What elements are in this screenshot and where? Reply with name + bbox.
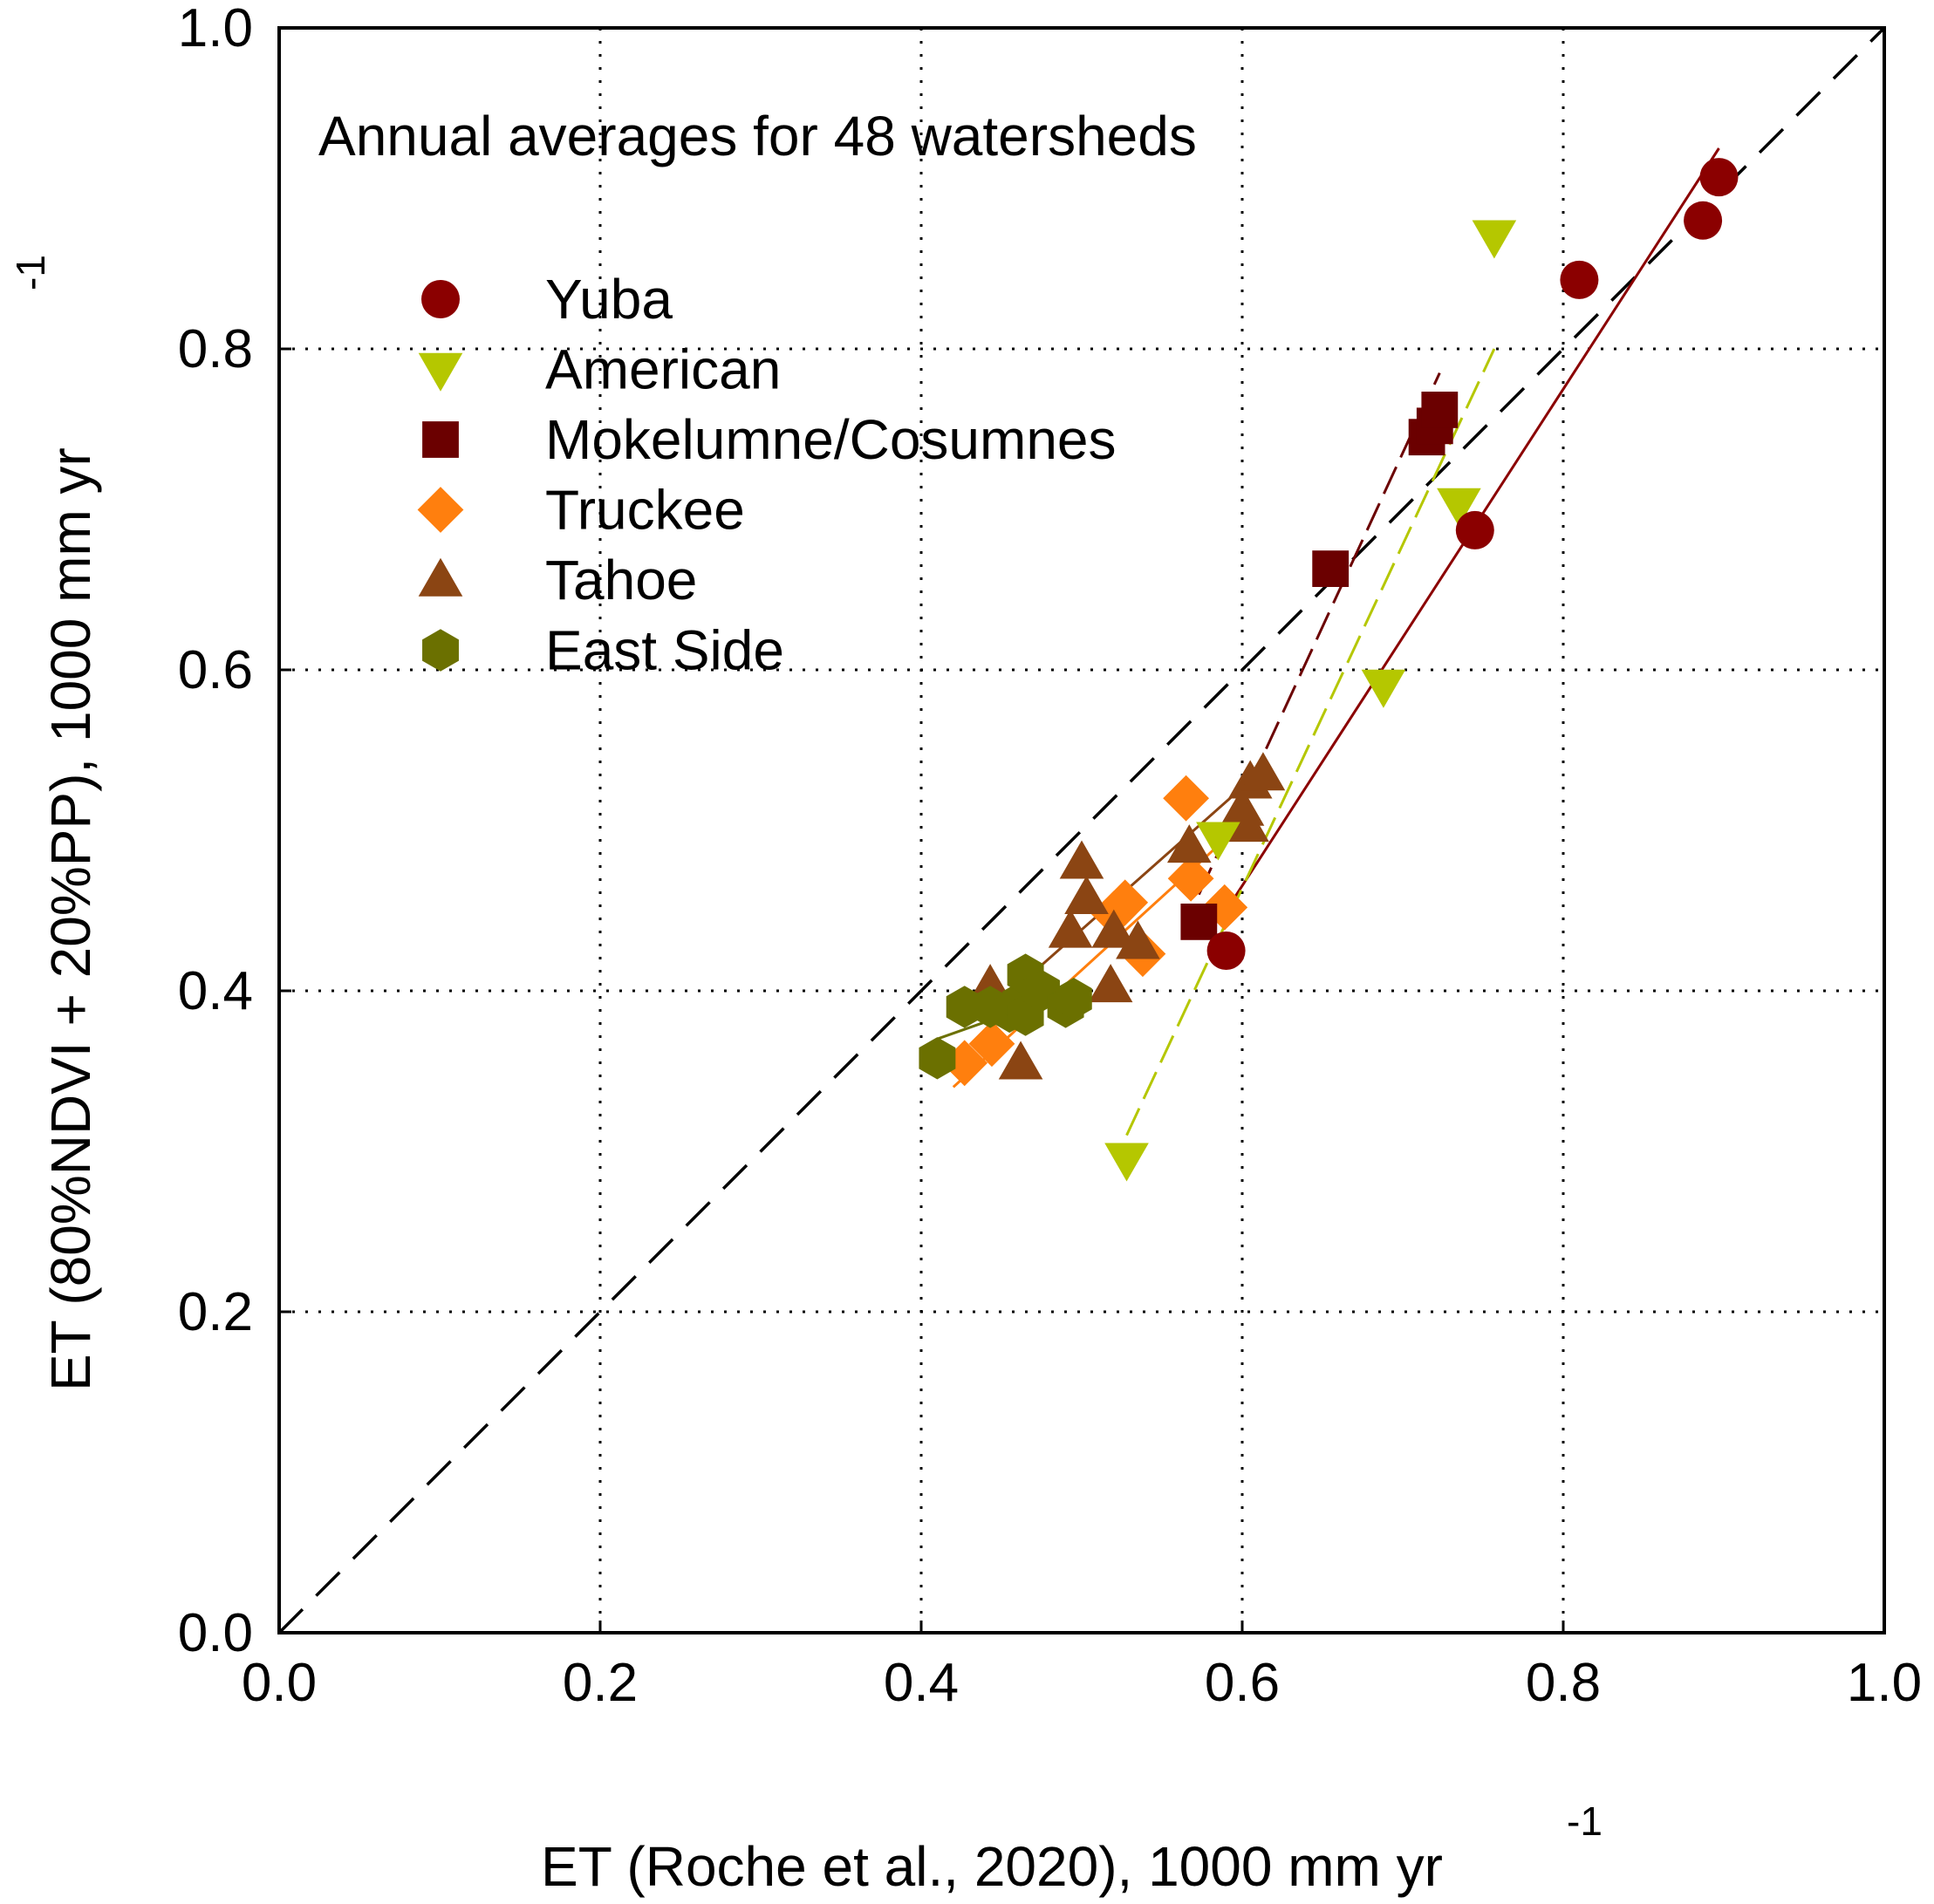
data-point-yuba	[1455, 510, 1494, 549]
data-point-american	[1437, 488, 1481, 527]
reference-line-layer	[277, 26, 1886, 1634]
data-point-tahoe	[1048, 909, 1093, 948]
data-point-tahoe	[1059, 840, 1104, 879]
one-to-one-line	[277, 26, 1886, 1634]
legend-marker-yuba	[421, 280, 460, 318]
plot-frame	[277, 26, 1886, 1634]
legend-marker-mokelumne-cosumnes	[422, 421, 459, 458]
data-point-tahoe	[1116, 920, 1160, 959]
data-point-american	[1361, 669, 1406, 708]
data-point-truckee	[1102, 879, 1149, 926]
legend-marker-american	[418, 352, 463, 392]
data-point-truckee	[1167, 855, 1214, 902]
data-point-mokelumne-cosumnes	[1421, 392, 1459, 428]
data-points-layer	[919, 158, 1739, 1182]
data-point-yuba	[1560, 260, 1599, 299]
data-point-tahoe	[1240, 752, 1286, 791]
y-tick-label: 1.0	[178, 0, 253, 58]
x-tick-label: 1.0	[1847, 1653, 1922, 1713]
x-tick-label: 0.0	[242, 1653, 317, 1713]
legend-label-tahoe: Tahoe	[545, 549, 697, 611]
data-point-east-side	[919, 1037, 956, 1080]
legend-label-yuba: Yuba	[545, 268, 673, 331]
data-point-mokelumne-cosumnes	[1312, 550, 1350, 587]
data-point-yuba	[1206, 932, 1246, 970]
data-point-tahoe	[1225, 803, 1269, 843]
y-tick-label: 0.2	[178, 1282, 253, 1342]
fit-line-american	[1125, 348, 1496, 1136]
y-tick-label: 0.6	[178, 640, 253, 700]
data-point-truckee	[941, 1040, 988, 1087]
x-tick-label: 0.6	[1205, 1653, 1280, 1713]
data-point-truckee	[968, 1020, 1015, 1068]
y-tick-label: 0.0	[178, 1603, 253, 1663]
tick-layer: 0.0 0.2 0.4 0.6 0.8 1.0 0.0 0.2 0.4 0.6 0.8 1.0	[178, 0, 1922, 1713]
data-point-yuba	[1684, 201, 1723, 240]
data-point-american	[1196, 822, 1240, 861]
x-axis-title-superscript: -1	[1567, 1798, 1603, 1844]
data-point-tahoe	[1166, 824, 1212, 863]
data-point-east-side	[1055, 978, 1092, 1020]
data-point-yuba	[1699, 158, 1739, 197]
data-point-tahoe	[1091, 909, 1137, 948]
data-point-tahoe	[998, 1041, 1043, 1080]
x-axis-title: ET (Roche et al., 2020), 1000 mm yr	[541, 1835, 1443, 1898]
legend-label-truckee: Truckee	[545, 479, 745, 542]
legend-marker-tahoe	[418, 557, 463, 597]
x-tick-label: 0.2	[563, 1653, 638, 1713]
legend-label-mokelumne-cosumnes: Mokelumne/Cosumnes	[545, 408, 1117, 471]
legend: Yuba American Mokelumne/Cosumnes Truckee Tah…	[417, 268, 1117, 682]
y-tick-label: 0.8	[178, 319, 253, 379]
legend-marker-east-side	[422, 629, 459, 672]
data-point-mokelumne-cosumnes	[1180, 903, 1218, 940]
legend-label-american: American	[545, 338, 781, 401]
y-axis-title: ET (80%NDVI + 20%PP), 1000 mm yr	[39, 447, 102, 1391]
data-point-american	[1104, 1143, 1149, 1182]
legend-label-east-side: East Side	[545, 619, 784, 682]
chart-annotation: Annual averages for 48 watersheds	[318, 105, 1197, 167]
data-point-truckee	[1163, 775, 1209, 822]
y-axis-title-superscript: -1	[8, 255, 53, 290]
legend-marker-truckee	[417, 487, 464, 533]
y-tick-label: 0.4	[178, 961, 253, 1021]
data-point-tahoe	[1064, 875, 1109, 914]
x-tick-label: 0.4	[884, 1653, 959, 1713]
data-point-american	[1472, 220, 1517, 259]
data-point-tahoe	[1088, 964, 1133, 1003]
x-tick-label: 0.8	[1526, 1653, 1601, 1713]
